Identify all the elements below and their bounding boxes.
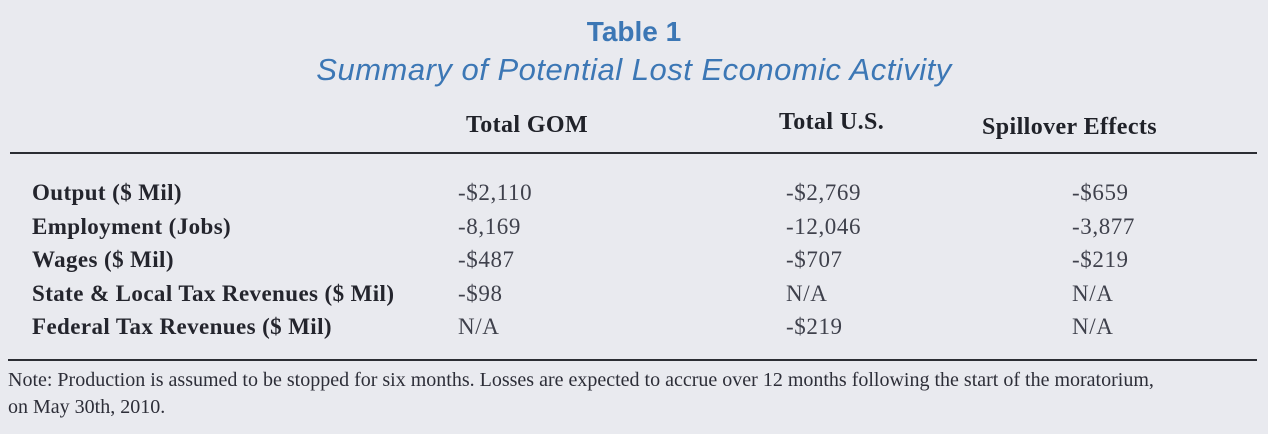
table-row-output: Output ($ Mil) -$2,110 -$2,769 -$659: [0, 176, 1268, 210]
table-row-employment: Employment (Jobs) -8,169 -12,046 -3,877: [0, 210, 1268, 244]
cell-total-gom: -$98: [458, 281, 503, 306]
column-header-total-gom: Total GOM: [466, 112, 589, 138]
row-label: Employment (Jobs): [32, 214, 232, 239]
row-label: Federal Tax Revenues ($ Mil): [32, 314, 332, 339]
header-divider-line: [10, 152, 1257, 154]
column-header-total-us: Total U.S.: [779, 109, 885, 135]
cell-total-us: -12,046: [786, 214, 862, 239]
note-line-2: on May 30th, 2010.: [8, 396, 166, 418]
column-header-spillover-effects: Spillover Effects: [982, 114, 1157, 140]
row-label: Wages ($ Mil): [32, 247, 174, 272]
row-label: State & Local Tax Revenues ($ Mil): [32, 281, 395, 306]
cell-spillover: N/A: [1072, 281, 1114, 306]
table-subtitle: Summary of Potential Lost Economic Activ…: [316, 52, 952, 87]
cell-total-us: -$2,769: [786, 180, 862, 205]
table-row-federal-tax: Federal Tax Revenues ($ Mil) N/A -$219 N…: [0, 310, 1268, 344]
cell-total-gom: -$487: [458, 247, 515, 272]
table-row-state-local-tax: State & Local Tax Revenues ($ Mil) -$98 …: [0, 277, 1268, 311]
row-label: Output ($ Mil): [32, 180, 182, 205]
cell-spillover: -$219: [1072, 247, 1129, 272]
cell-total-gom: -8,169: [458, 214, 522, 239]
note-line-1: Note: Production is assumed to be stoppe…: [8, 369, 1154, 391]
cell-total-gom: -$2,110: [458, 180, 533, 205]
cell-spillover: N/A: [1072, 314, 1114, 339]
cell-spillover: -$659: [1072, 180, 1129, 205]
cell-spillover: -3,877: [1072, 214, 1136, 239]
cell-total-us: -$219: [786, 314, 843, 339]
cell-total-us: -$707: [786, 247, 843, 272]
cell-total-us: N/A: [786, 281, 828, 306]
table-row-wages: Wages ($ Mil) -$487 -$707 -$219: [0, 243, 1268, 277]
footer-divider-line: [8, 359, 1257, 361]
cell-total-gom: N/A: [458, 314, 500, 339]
table-note: Note: Production is assumed to be stoppe…: [8, 367, 1228, 421]
table-title: Table 1: [586, 16, 682, 47]
